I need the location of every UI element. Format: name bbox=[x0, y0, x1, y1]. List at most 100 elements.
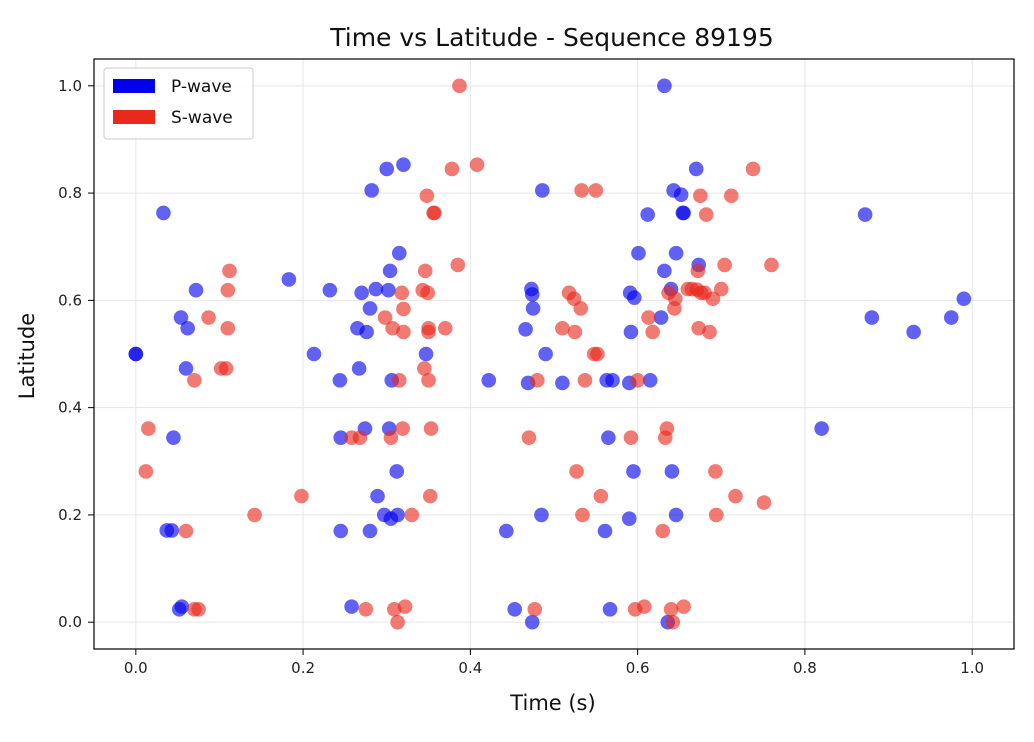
s-wave-point bbox=[421, 324, 436, 340]
x-tick-label: 0.6 bbox=[626, 659, 650, 677]
p-wave-point bbox=[657, 263, 672, 279]
s-wave-point bbox=[352, 430, 368, 445]
s-wave-point bbox=[702, 324, 717, 340]
p-wave-point bbox=[673, 187, 689, 202]
plot-frame bbox=[93, 58, 1015, 650]
legend-swatch-s-wave bbox=[113, 110, 155, 124]
p-wave-point bbox=[555, 375, 570, 391]
p-wave-point bbox=[351, 361, 367, 376]
s-wave-point bbox=[590, 346, 605, 362]
s-wave-point bbox=[645, 324, 660, 340]
p-wave-point bbox=[391, 245, 407, 261]
x-tick-label: 0.8 bbox=[793, 659, 817, 677]
s-wave-point bbox=[676, 599, 691, 614]
s-wave-point bbox=[690, 263, 706, 279]
s-wave-point bbox=[423, 421, 439, 436]
p-wave-point bbox=[657, 78, 672, 94]
data-points bbox=[128, 78, 972, 630]
p-wave-point bbox=[333, 430, 349, 445]
s-wave-point bbox=[294, 488, 309, 504]
p-wave-point bbox=[364, 183, 379, 198]
s-wave-point bbox=[764, 257, 779, 273]
s-wave-point bbox=[178, 523, 194, 539]
p-wave-point bbox=[370, 488, 385, 504]
legend: P-wave S-wave bbox=[103, 67, 254, 140]
p-wave-point bbox=[418, 346, 434, 362]
s-wave-point bbox=[588, 183, 604, 198]
s-wave-point bbox=[201, 310, 216, 325]
p-wave-point bbox=[281, 272, 297, 287]
y-tick-label: 0.6 bbox=[58, 291, 82, 309]
y-tick-label: 0.0 bbox=[58, 613, 82, 631]
p-wave-point bbox=[128, 346, 144, 362]
p-wave-point bbox=[631, 245, 646, 261]
p-wave-point bbox=[640, 207, 655, 222]
s-wave-point bbox=[383, 430, 399, 445]
s-wave-point bbox=[555, 320, 570, 336]
p-wave-point bbox=[174, 599, 190, 614]
s-wave-point bbox=[527, 602, 543, 617]
s-wave-point bbox=[437, 320, 453, 336]
s-wave-point bbox=[521, 430, 537, 445]
p-wave-point bbox=[688, 161, 704, 177]
s-wave-point bbox=[417, 263, 433, 279]
s-wave-point bbox=[417, 361, 432, 376]
legend-label-p-wave: P-wave bbox=[171, 77, 232, 97]
p-wave-point bbox=[534, 183, 550, 198]
s-wave-point bbox=[693, 188, 708, 204]
s-wave-point bbox=[247, 507, 262, 523]
p-wave-point bbox=[164, 523, 180, 538]
s-wave-point bbox=[395, 421, 410, 436]
p-wave-point bbox=[943, 310, 959, 325]
p-wave-point bbox=[368, 281, 384, 297]
p-wave-point bbox=[381, 282, 396, 298]
p-wave-point bbox=[626, 290, 642, 305]
p-wave-point bbox=[359, 324, 374, 340]
s-wave-point bbox=[705, 291, 721, 307]
s-wave-point bbox=[728, 488, 743, 504]
y-axis-label: Latitude bbox=[15, 313, 39, 399]
p-wave-point bbox=[188, 282, 204, 298]
s-wave-point bbox=[396, 324, 411, 340]
s-wave-point bbox=[218, 361, 234, 376]
x-tick-label: 0.4 bbox=[458, 659, 482, 677]
chart-title: Time vs Latitude - Sequence 89195 bbox=[329, 23, 774, 52]
y-tick-label: 0.2 bbox=[58, 506, 82, 524]
p-wave-point bbox=[396, 157, 411, 172]
s-wave-point bbox=[394, 285, 410, 301]
p-wave-point bbox=[524, 287, 540, 302]
s-wave-point bbox=[187, 372, 202, 388]
p-wave-point bbox=[166, 430, 181, 445]
p-wave-point bbox=[597, 523, 613, 539]
s-wave-point bbox=[575, 507, 590, 523]
s-wave-point bbox=[724, 188, 739, 204]
s-wave-point bbox=[655, 523, 671, 539]
p-wave-point bbox=[857, 207, 873, 222]
s-wave-point bbox=[420, 285, 436, 301]
s-wave-point bbox=[756, 495, 772, 510]
p-wave-point bbox=[173, 310, 189, 325]
p-wave-point bbox=[623, 324, 639, 340]
s-wave-point bbox=[667, 291, 683, 307]
s-wave-point bbox=[220, 282, 236, 298]
p-wave-point bbox=[481, 372, 497, 388]
s-wave-point bbox=[397, 599, 413, 614]
s-wave-point bbox=[569, 464, 584, 479]
s-wave-point bbox=[396, 301, 411, 317]
p-wave-point bbox=[379, 161, 395, 177]
s-wave-point bbox=[469, 157, 485, 172]
s-wave-point bbox=[427, 205, 442, 221]
p-wave-point bbox=[390, 507, 405, 523]
p-wave-point bbox=[524, 614, 540, 630]
s-wave-point bbox=[745, 161, 761, 177]
s-wave-point bbox=[358, 602, 374, 617]
p-wave-point bbox=[306, 346, 322, 362]
y-tick-label: 1.0 bbox=[58, 77, 82, 95]
s-wave-point bbox=[623, 430, 639, 445]
p-wave-point bbox=[499, 523, 514, 539]
s-wave-point bbox=[452, 78, 467, 94]
p-wave-point bbox=[605, 372, 620, 388]
p-wave-point bbox=[344, 599, 359, 614]
s-wave-point bbox=[698, 207, 714, 222]
